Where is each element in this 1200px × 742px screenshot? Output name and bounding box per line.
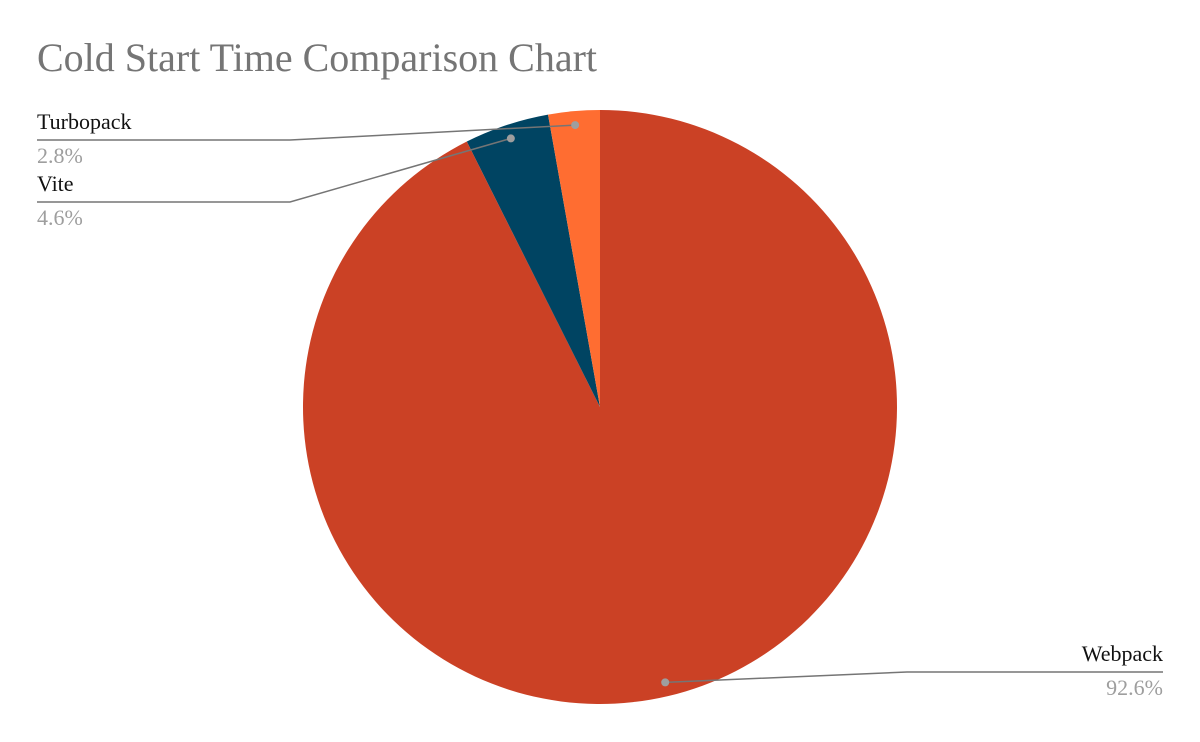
leader-line: [665, 671, 1163, 684]
value-label: 92.6%: [1106, 675, 1163, 700]
value-label: 2.8%: [37, 143, 83, 168]
legend-label: Turbopack: [37, 109, 132, 134]
value-label: 4.6%: [37, 205, 83, 230]
pie-slice: [548, 110, 600, 407]
leader-dot: [571, 121, 580, 130]
chart-title: Cold Start Time Comparison Chart: [37, 35, 597, 80]
leader-dot: [506, 134, 515, 143]
leader-line: [37, 124, 576, 141]
legend-label: Vite: [37, 171, 74, 196]
legend-label: Webpack: [1082, 641, 1163, 666]
leader-line: [37, 137, 512, 203]
leader-dot: [661, 678, 670, 687]
pie-slice: [466, 114, 600, 407]
